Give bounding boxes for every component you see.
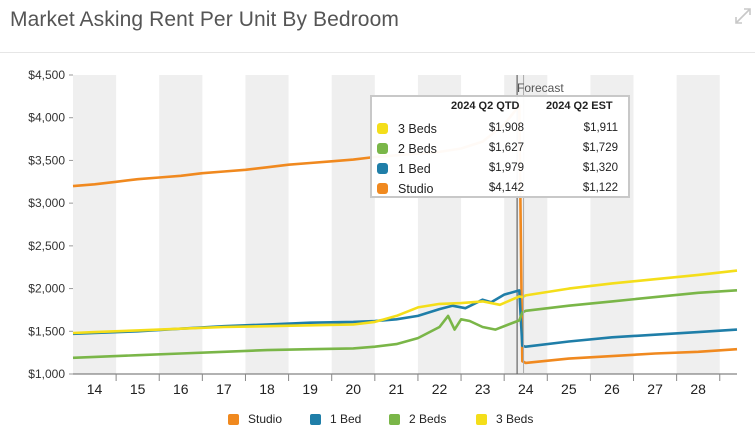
tooltip-series-name: 3 Beds — [398, 122, 437, 136]
legend-label: Studio — [248, 412, 283, 426]
y-tick-label: $4,500 — [28, 68, 65, 82]
legend-swatch — [389, 414, 400, 425]
legend-label: 2 Beds — [409, 412, 447, 426]
x-tick-label: 25 — [561, 381, 577, 397]
chart-tooltip: 2024 Q2 QTD 2024 Q2 EST 3 Beds $1,908 $1… — [370, 95, 630, 198]
forecast-label: Forecast — [517, 81, 564, 95]
x-tick-label: 15 — [130, 381, 146, 397]
tooltip-swatch — [377, 163, 388, 174]
chart-header: Market Asking Rent Per Unit By Bedroom — [0, 0, 755, 53]
year-band — [159, 75, 203, 374]
x-tick-label: 28 — [690, 381, 706, 397]
y-tick-label: $3,500 — [28, 153, 65, 167]
x-tick-label: 14 — [87, 381, 103, 397]
expand-icon[interactable] — [733, 6, 753, 26]
tooltip-swatch — [377, 183, 388, 194]
tooltip-series-name: 2 Beds — [398, 142, 437, 156]
tooltip-row: 3 Beds $1,908 $1,911 — [372, 119, 628, 139]
legend-swatch — [476, 414, 487, 425]
page-title: Market Asking Rent Per Unit By Bedroom — [10, 8, 399, 31]
tooltip-row: Studio $4,142 $1,122 — [372, 179, 628, 199]
tooltip-swatch — [377, 123, 388, 134]
legend-swatch — [228, 414, 239, 425]
y-tick-label: $1,000 — [28, 367, 65, 381]
y-tick-label: $1,500 — [28, 324, 65, 338]
tooltip-swatch — [377, 143, 388, 154]
y-tick-label: $2,500 — [28, 239, 65, 253]
tooltip-value-est: $1,122 — [582, 182, 618, 194]
x-tick-label: 20 — [345, 381, 361, 397]
legend-label: 1 Bed — [330, 412, 362, 426]
x-tick-label: 23 — [475, 381, 491, 397]
tooltip-row: 1 Bed $1,979 $1,320 — [372, 159, 628, 179]
tooltip-value-qtd: $1,908 — [488, 122, 524, 134]
line-chart: $1,000 $1,500 $2,000 $2,500 $3,000 $3,500 $4,0… — [28, 68, 738, 397]
series-line-2-beds — [72, 289, 738, 360]
tooltip-col1-header: 2024 Q2 QTD — [451, 100, 520, 112]
tooltip-col2-header: 2024 Q2 EST — [546, 100, 613, 112]
x-tick-label: 27 — [647, 381, 663, 397]
x-tick-label: 24 — [518, 381, 534, 397]
x-tick-label: 16 — [173, 381, 189, 397]
chart-legend: Studio 1 Bed 2 Beds 3 Beds — [0, 410, 755, 430]
tooltip-series-name: 1 Bed — [398, 162, 431, 176]
x-tick-label: 17 — [216, 381, 232, 397]
legend-swatch — [310, 414, 321, 425]
tooltip-value-est: $1,320 — [582, 162, 618, 174]
year-band — [331, 75, 375, 374]
year-band — [73, 75, 117, 374]
tooltip-row: 2 Beds $1,627 $1,729 — [372, 139, 628, 159]
x-tick-label: 26 — [604, 381, 620, 397]
tooltip-value-est: $1,729 — [582, 142, 618, 154]
y-tick-label: $4,000 — [28, 111, 65, 125]
tooltip-value-est: $1,911 — [583, 122, 618, 134]
y-tick-label: $3,000 — [28, 196, 65, 210]
tooltip-value-qtd: $4,142 — [488, 182, 524, 194]
x-tick-label: 18 — [259, 381, 275, 397]
year-band — [676, 75, 720, 374]
x-tick-label: 19 — [302, 381, 318, 397]
legend-label: 3 Beds — [496, 412, 534, 426]
tooltip-series-name: Studio — [398, 182, 434, 196]
y-tick-label: $2,000 — [28, 282, 65, 296]
x-tick-label: 21 — [389, 381, 405, 397]
tooltip-value-qtd: $1,627 — [488, 142, 524, 154]
series-line-3-beds — [72, 269, 738, 335]
x-tick-label: 22 — [432, 381, 448, 397]
year-band — [245, 75, 289, 374]
tooltip-value-qtd: $1,979 — [488, 162, 524, 174]
